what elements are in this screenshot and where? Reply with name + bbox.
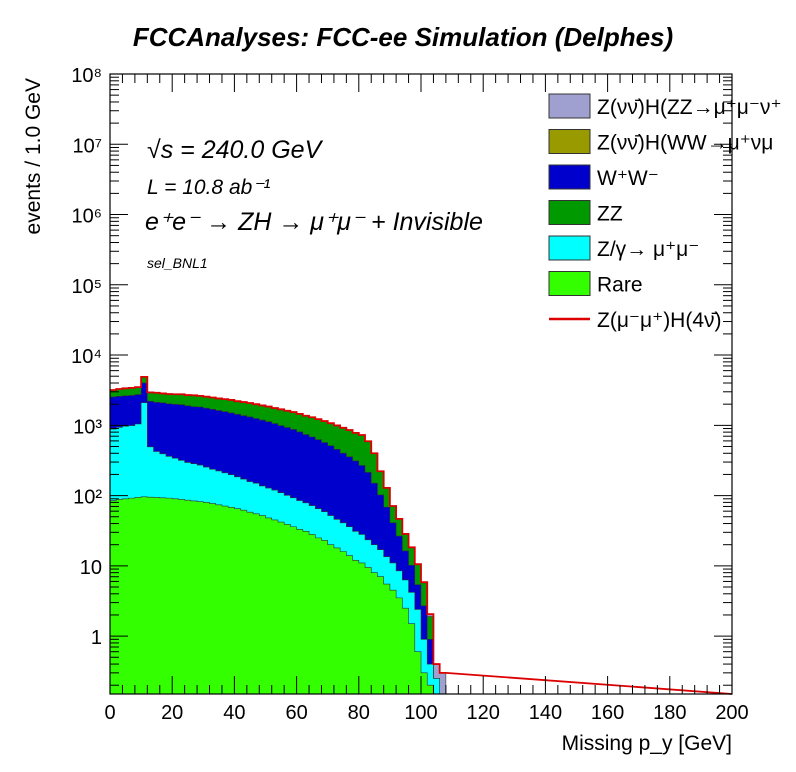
selection-annotation: sel_BNL1 bbox=[147, 255, 208, 271]
x-tick-label: 0 bbox=[104, 702, 115, 724]
plot-area bbox=[109, 375, 733, 695]
y-tick-label: 1 bbox=[91, 627, 102, 649]
legend-label: W⁺W⁻ bbox=[597, 167, 659, 190]
y-tick-label: 10² bbox=[73, 487, 102, 509]
x-tick-label: 20 bbox=[161, 702, 183, 724]
y-tick-label: 10⁶ bbox=[72, 206, 102, 228]
x-tick-label: 40 bbox=[223, 702, 245, 724]
y-tick-label: 10⁴ bbox=[71, 346, 102, 368]
y-tick-label: 10⁷ bbox=[73, 135, 102, 157]
x-tick-label: 80 bbox=[348, 702, 370, 724]
legend-swatch bbox=[548, 164, 591, 190]
y-tick-label: 10⁸ bbox=[71, 65, 102, 87]
legend-label: Z(νν̄)H(WW→μ⁺νμ bbox=[597, 132, 773, 155]
energy-annotation: √s = 240.0 GeV bbox=[147, 136, 324, 164]
legend-label: Z/γ→ μ⁺μ⁻ bbox=[597, 238, 699, 261]
legend-swatch bbox=[548, 129, 591, 154]
legend-swatch bbox=[548, 93, 591, 119]
x-tick-label: 160 bbox=[591, 702, 624, 724]
chart-title: FCCAnalyses: FCC-ee Simulation (Delphes) bbox=[133, 22, 673, 52]
y-tick-label: 10 bbox=[80, 557, 102, 579]
x-axis-ticks: 0 20 40 60 80 100 120 140 160 180 200 bbox=[104, 74, 749, 724]
x-tick-label: 60 bbox=[285, 702, 307, 724]
x-tick-label: 100 bbox=[404, 702, 437, 724]
x-tick-label: 180 bbox=[653, 702, 686, 724]
legend-label: Z(νν̄)H(ZZ→μ⁺μ⁻ν⁺ bbox=[597, 96, 782, 119]
y-tick-label: 10⁵ bbox=[71, 276, 102, 298]
process-annotation: e⁺e⁻ → ZH → μ⁺μ⁻ + Invisible bbox=[145, 208, 483, 236]
legend-swatch bbox=[548, 200, 591, 225]
legend-label: Z(μ⁻μ⁺)H(4ν̄) bbox=[597, 309, 722, 332]
x-tick-label: 140 bbox=[529, 702, 562, 724]
legend-label: Rare bbox=[597, 274, 643, 297]
legend: Z(νν̄)H(ZZ→μ⁺μ⁻ν⁺ Z(νν̄)H(WW→μ⁺νμ W⁺W⁻ ZZ Z/… bbox=[548, 93, 782, 332]
x-tick-label: 120 bbox=[467, 702, 500, 724]
x-axis-label: Missing p_y [GeV] bbox=[562, 732, 732, 755]
x-tick-label: 200 bbox=[715, 702, 748, 724]
legend-swatch bbox=[548, 271, 591, 296]
legend-swatch bbox=[548, 235, 591, 261]
legend-label: ZZ bbox=[597, 203, 623, 226]
stack-area-rare bbox=[109, 496, 446, 695]
y-axis-label: events / 1.0 GeV bbox=[22, 78, 45, 234]
signal-line bbox=[110, 375, 733, 695]
luminosity-annotation: L = 10.8 ab⁻¹ bbox=[147, 176, 270, 199]
y-tick-label: 10³ bbox=[73, 416, 102, 438]
y-axis-ticks: 1 10 10² 10³ 10⁴ 10⁵ 10⁶ 10⁷ 10⁸ bbox=[71, 65, 732, 686]
